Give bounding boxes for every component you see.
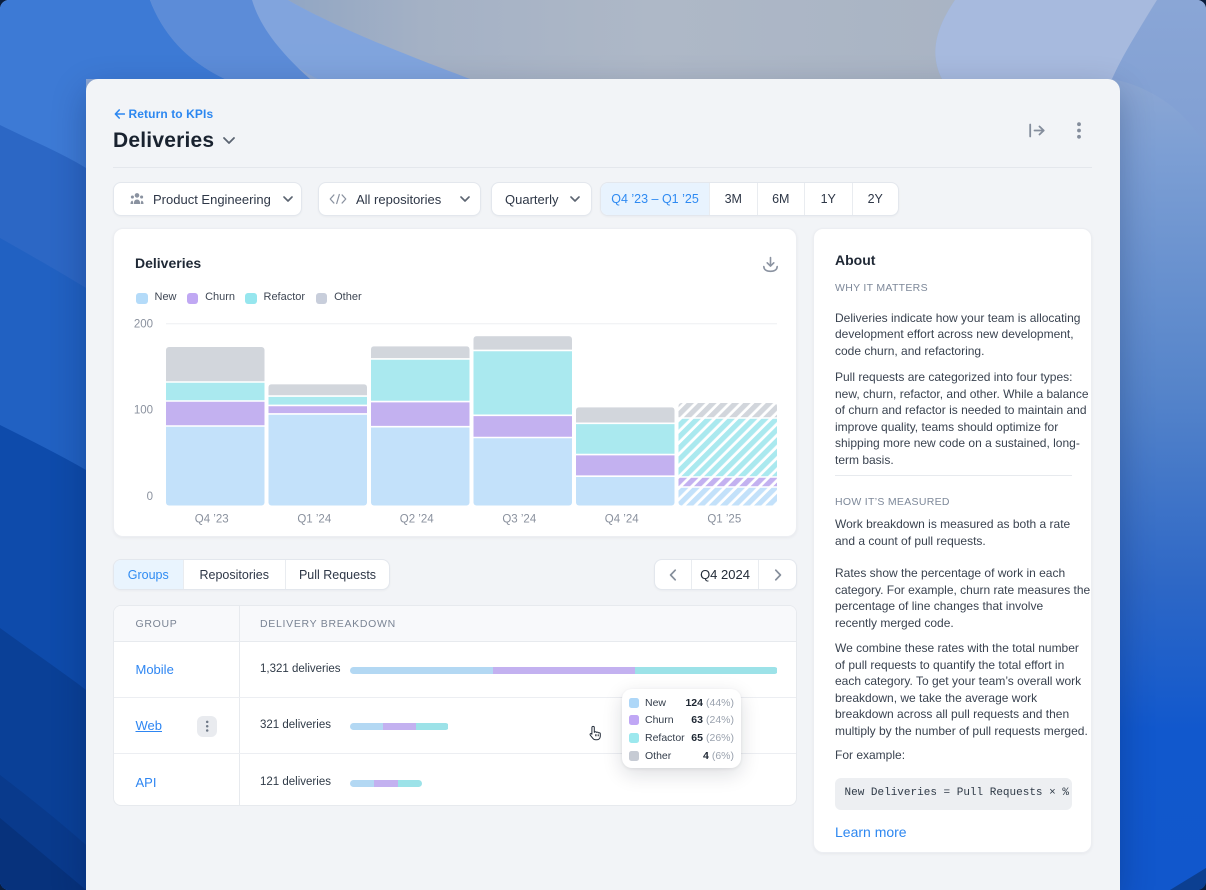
svg-text:Q3 ’24: Q3 ’24 (502, 514, 536, 526)
svg-text:Q1 ’24: Q1 ’24 (297, 514, 331, 526)
svg-text:Q4 ’23: Q4 ’23 (195, 514, 229, 526)
svg-text:200: 200 (134, 319, 153, 331)
svg-text:0: 0 (147, 491, 153, 503)
svg-text:Q4 ’24: Q4 ’24 (605, 514, 639, 526)
svg-text:Q2 ’24: Q2 ’24 (400, 514, 434, 526)
svg-text:100: 100 (134, 405, 153, 417)
svg-text:Q1 ’25: Q1 ’25 (707, 514, 741, 526)
